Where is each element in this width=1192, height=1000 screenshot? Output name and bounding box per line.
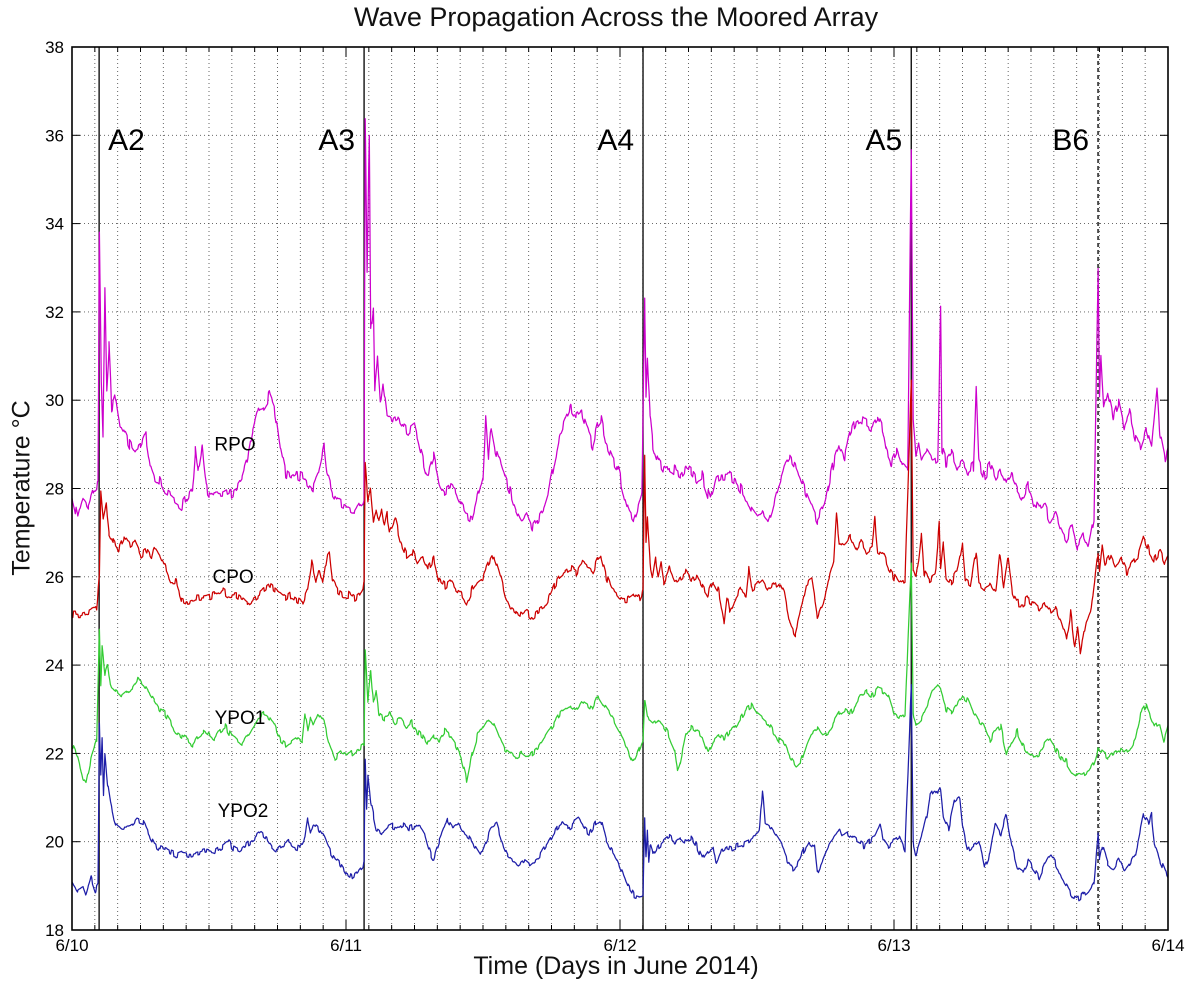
y-tick-label: 32 — [45, 303, 64, 322]
y-tick-label: 20 — [45, 833, 64, 852]
x-axis-title: Time (Days in June 2014) — [473, 952, 759, 980]
x-tick-label: 6/14 — [1151, 936, 1184, 955]
y-tick-label: 28 — [45, 480, 64, 499]
y-tick-label: 36 — [45, 126, 64, 145]
chart-title: Wave Propagation Across the Moored Array — [353, 2, 879, 32]
y-tick-label: 26 — [45, 568, 64, 587]
x-tick-label: 6/13 — [877, 936, 910, 955]
series-YPO1-line — [71, 562, 1169, 784]
series-label-RPO: RPO — [214, 434, 255, 455]
y-tick-label: 18 — [45, 921, 64, 940]
event-label-A4: A4 — [597, 124, 634, 157]
series-label-YPO1: YPO1 — [215, 708, 266, 729]
x-tick-label: 6/11 — [330, 936, 362, 955]
event-label-B6: B6 — [1052, 124, 1089, 157]
y-tick-label: 24 — [45, 656, 64, 675]
series-RPO-line — [71, 118, 1169, 551]
event-label-A2: A2 — [108, 124, 145, 157]
y-tick-label: 38 — [45, 38, 64, 57]
event-label-A3: A3 — [318, 124, 355, 157]
series-CPO-line — [72, 379, 1169, 655]
event-label-A5: A5 — [866, 124, 903, 157]
series-label-YPO2: YPO2 — [218, 801, 269, 822]
series-label-CPO: CPO — [213, 567, 254, 588]
y-tick-label: 30 — [45, 391, 64, 410]
y-tick-label: 34 — [45, 215, 64, 234]
series-YPO2-line — [71, 683, 1169, 902]
x-tick-label: 6/10 — [55, 936, 88, 955]
y-tick-label: 22 — [45, 744, 64, 763]
x-tick-label: 6/12 — [603, 936, 636, 955]
